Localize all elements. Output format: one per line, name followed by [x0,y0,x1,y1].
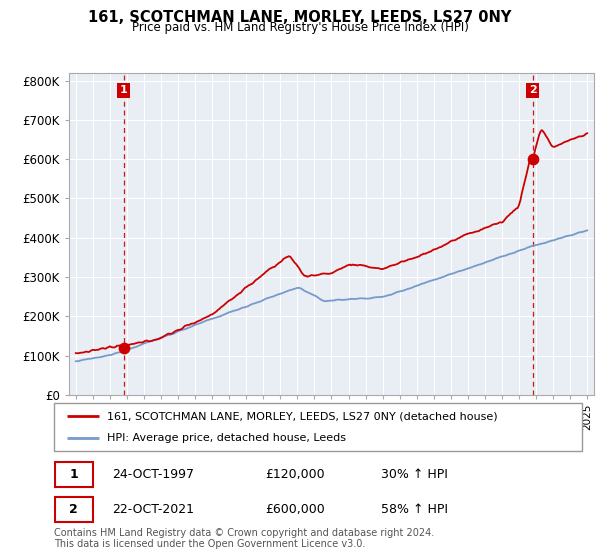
Text: 58% ↑ HPI: 58% ↑ HPI [382,502,448,516]
Text: 161, SCOTCHMAN LANE, MORLEY, LEEDS, LS27 0NY: 161, SCOTCHMAN LANE, MORLEY, LEEDS, LS27… [88,10,512,25]
Text: 24-OCT-1997: 24-OCT-1997 [112,468,194,481]
Text: 161, SCOTCHMAN LANE, MORLEY, LEEDS, LS27 0NY (detached house): 161, SCOTCHMAN LANE, MORLEY, LEEDS, LS27… [107,411,497,421]
FancyBboxPatch shape [54,403,582,451]
FancyBboxPatch shape [55,462,92,487]
Point [528,155,538,164]
Text: £600,000: £600,000 [265,502,325,516]
Text: 22-OCT-2021: 22-OCT-2021 [112,502,194,516]
Text: 2: 2 [529,86,536,95]
Text: HPI: Average price, detached house, Leeds: HPI: Average price, detached house, Leed… [107,433,346,443]
Text: 1: 1 [119,86,127,95]
Text: 2: 2 [69,502,78,516]
Text: 1: 1 [69,468,78,481]
Text: £120,000: £120,000 [265,468,325,481]
FancyBboxPatch shape [55,497,92,521]
Text: Contains HM Land Registry data © Crown copyright and database right 2024.
This d: Contains HM Land Registry data © Crown c… [54,528,434,549]
Text: 30% ↑ HPI: 30% ↑ HPI [382,468,448,481]
Text: Price paid vs. HM Land Registry's House Price Index (HPI): Price paid vs. HM Land Registry's House … [131,21,469,34]
Point [119,343,128,352]
